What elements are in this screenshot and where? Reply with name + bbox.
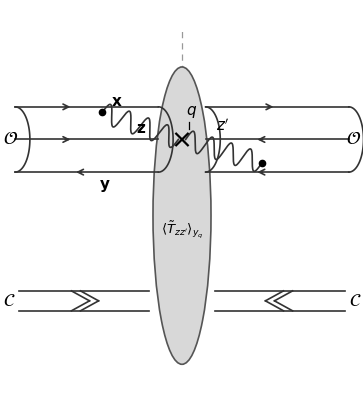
Text: $q$: $q$ — [186, 103, 197, 120]
Ellipse shape — [153, 67, 211, 364]
Text: $z^{\prime}$: $z^{\prime}$ — [217, 117, 230, 134]
Text: $\mathcal{O}$: $\mathcal{O}$ — [3, 130, 17, 149]
Text: $\mathcal{O}$: $\mathcal{O}$ — [347, 130, 361, 149]
Text: $\mathbf{z}$: $\mathbf{z}$ — [136, 121, 146, 136]
Text: $\mathcal{C}$: $\mathcal{C}$ — [349, 292, 361, 310]
Text: $\mathbf{y}$: $\mathbf{y}$ — [99, 178, 110, 194]
Text: $\mathbf{x}$: $\mathbf{x}$ — [111, 94, 123, 109]
Text: $\langle \tilde{T}_{zz^{\prime}}\rangle_{y_q}$: $\langle \tilde{T}_{zz^{\prime}}\rangle_… — [161, 220, 203, 241]
Text: $\mathcal{C}$: $\mathcal{C}$ — [3, 292, 15, 310]
